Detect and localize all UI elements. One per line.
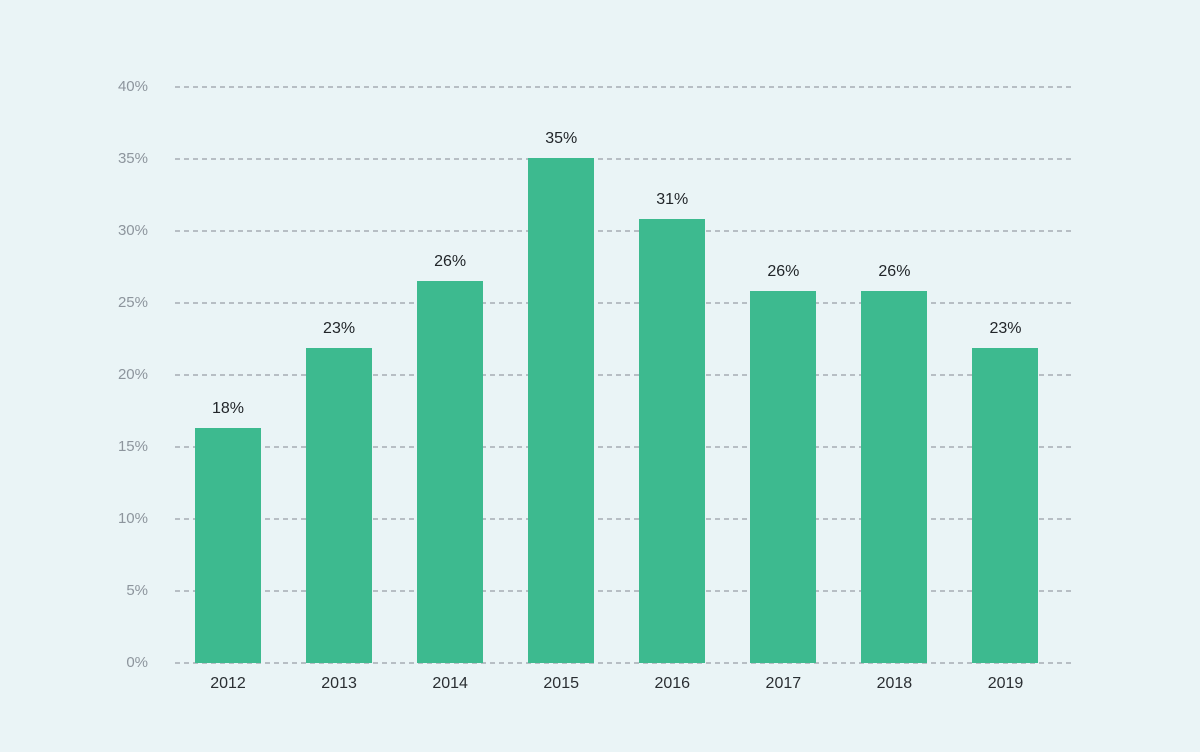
bar-value-label-2013: 23% — [323, 319, 356, 337]
bar-value-label-2015: 35% — [545, 129, 578, 147]
bar-2013 — [306, 347, 373, 663]
bar-value-label-2019: 23% — [989, 319, 1022, 337]
gridline-10% — [175, 518, 1075, 520]
bar-2012 — [195, 428, 261, 663]
y-tick-label: 40% — [117, 78, 148, 95]
gridline-0% — [175, 662, 1075, 664]
bar-2015 — [528, 157, 595, 663]
bar-value-label-2014: 26% — [434, 253, 467, 271]
x-axis-label-2014: 2014 — [432, 675, 468, 692]
x-axis-label-2012: 2012 — [210, 675, 246, 692]
bar-2017 — [750, 291, 817, 663]
x-axis-label-2017: 2017 — [765, 675, 802, 692]
bar-2019 — [972, 347, 1039, 663]
y-tick-label: 30% — [117, 222, 148, 239]
x-axis-label-2019: 2019 — [987, 675, 1024, 692]
y-tick-label: 10% — [117, 510, 148, 527]
gridline-35% — [175, 158, 1075, 160]
gridline-5% — [175, 590, 1075, 592]
bar-2018 — [861, 291, 928, 663]
y-tick-label: 5% — [126, 582, 148, 599]
gridline-40% — [175, 86, 1075, 88]
x-axis-label-2016: 2016 — [654, 675, 691, 692]
bar-value-label-2016: 31% — [656, 191, 689, 209]
bar-2014 — [417, 281, 484, 663]
y-tick-label: 35% — [117, 150, 148, 167]
x-axis-label-2015: 2015 — [543, 675, 579, 692]
gridline-30% — [175, 230, 1075, 232]
gridline-20% — [175, 374, 1075, 376]
x-axis-label-2018: 2018 — [876, 675, 913, 692]
gridline-25% — [175, 302, 1075, 304]
y-tick-label: 20% — [117, 366, 148, 383]
x-axis-label-2013: 2013 — [321, 675, 357, 692]
bar-value-label-2017: 26% — [767, 263, 800, 281]
y-tick-label: 15% — [117, 438, 148, 455]
bar-value-label-2012: 18% — [211, 400, 245, 418]
bar-2016 — [639, 219, 706, 663]
y-tick-label: 0% — [126, 654, 148, 671]
gridline-15% — [175, 446, 1075, 448]
bar-value-label-2018: 26% — [878, 263, 911, 281]
y-tick-label: 25% — [117, 294, 148, 311]
